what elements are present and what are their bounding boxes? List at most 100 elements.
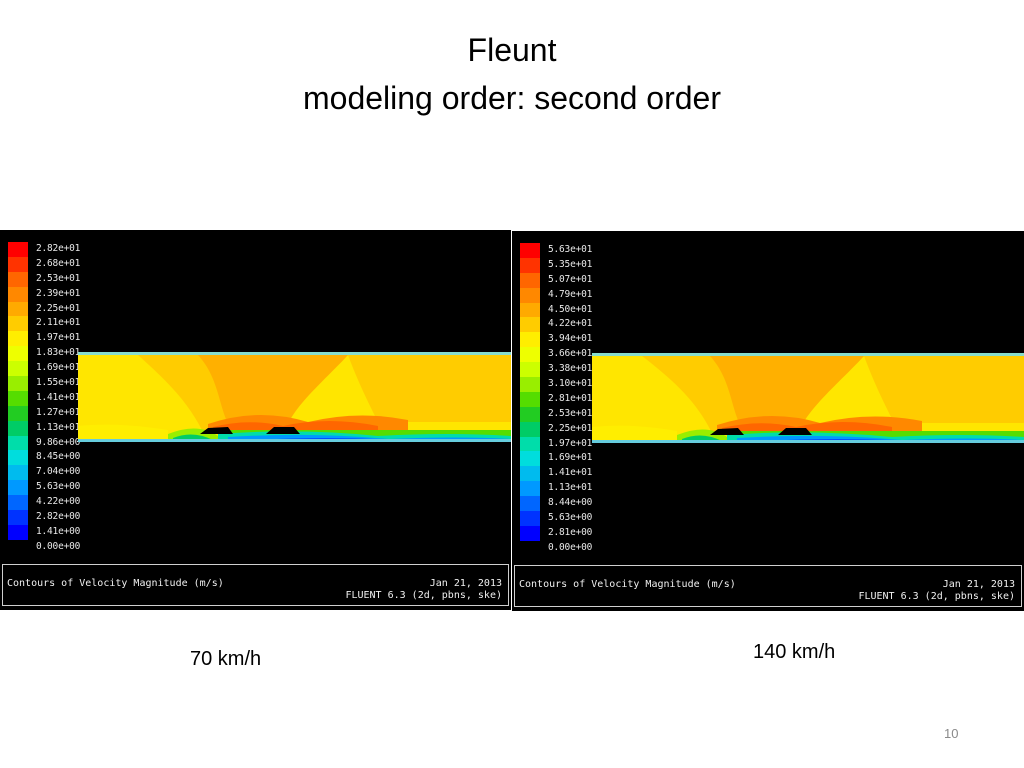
legend-swatch <box>8 316 28 332</box>
legend-label: 2.53e+01 <box>548 407 593 419</box>
legend-label: 5.63e+00 <box>36 481 81 493</box>
legend-swatch <box>8 331 28 347</box>
legend-label: 1.69e+01 <box>36 362 81 374</box>
velocity-field <box>592 353 1024 443</box>
legend-label: 2.25e+01 <box>36 302 81 314</box>
legend-swatch <box>520 451 540 467</box>
velocity-contour-image <box>78 352 511 442</box>
legend-swatch <box>8 480 28 496</box>
legend-swatch <box>520 362 540 378</box>
legend-label: 1.41e+01 <box>548 467 593 479</box>
legend-swatch <box>8 376 28 392</box>
legend-label: 2.39e+01 <box>36 287 81 299</box>
legend-label: 5.63e+00 <box>548 512 593 524</box>
legend-swatch <box>520 466 540 482</box>
solver-info: FLUENT 6.3 (2d, pbns, ske) <box>858 591 1015 602</box>
legend-label: 1.69e+01 <box>548 452 593 464</box>
legend-label: 4.22e+00 <box>36 496 81 508</box>
legend-label: 1.97e+01 <box>548 437 593 449</box>
solver-info: FLUENT 6.3 (2d, pbns, ske) <box>345 590 502 601</box>
velocity-contour-image <box>592 353 1024 443</box>
plot-caption: Contours of Velocity Magnitude (m/s) <box>519 579 736 590</box>
legend-swatch <box>520 272 540 288</box>
legend-swatch <box>520 511 540 527</box>
legend-swatch <box>8 450 28 466</box>
legend-swatch <box>520 421 540 437</box>
legend-swatch <box>520 347 540 363</box>
contour-plot-140kmh: 5.63e+01 5.35e+01 5.07e+01 4.79e+01 4.50e+01… <box>512 231 1024 611</box>
legend-swatch <box>8 346 28 362</box>
legend-swatch <box>520 406 540 422</box>
legend-swatch <box>520 243 540 258</box>
legend-label: 1.27e+01 <box>36 406 81 418</box>
legend-swatch <box>520 257 540 273</box>
legend-label: 9.86e+00 <box>36 436 81 448</box>
legend-label: 4.50e+01 <box>548 303 593 315</box>
legend-label: 2.81e+01 <box>548 392 593 404</box>
legend-swatch <box>8 256 28 272</box>
title-line-2: modeling order: second order <box>302 80 721 116</box>
legend-label: 1.41e+00 <box>36 525 81 537</box>
legend-label: 1.83e+01 <box>36 347 81 359</box>
legend-swatch <box>8 286 28 302</box>
legend-swatch <box>8 361 28 377</box>
legend-swatch <box>8 435 28 451</box>
legend-label: 0.00e+00 <box>36 540 81 552</box>
legend-label: 5.35e+01 <box>548 258 593 270</box>
legend-swatch <box>520 391 540 407</box>
legend-label: 7.04e+00 <box>36 466 81 478</box>
plot-date: Jan 21, 2013 <box>942 579 1015 590</box>
legend-swatch <box>8 420 28 436</box>
legend-swatch <box>520 287 540 303</box>
legend-label: 1.97e+01 <box>36 332 81 344</box>
speed-label-right: 140 km/h <box>753 641 836 663</box>
legend-swatch <box>520 302 540 318</box>
page-number: 10 <box>944 726 959 741</box>
slide-title: Fleunt modeling order: second order <box>0 26 1024 122</box>
legend-label: 5.07e+01 <box>548 273 593 285</box>
legend-label: 5.63e+01 <box>548 244 593 255</box>
contour-plot-70kmh: 2.82e+01 2.68e+01 2.53e+01 2.39e+01 2.25e+01… <box>0 230 511 610</box>
legend-label: 2.82e+00 <box>36 511 81 523</box>
legend-swatch <box>8 242 28 257</box>
legend-swatch <box>8 405 28 421</box>
legend-label: 4.22e+01 <box>548 318 593 330</box>
legend-label: 1.41e+01 <box>36 391 81 403</box>
legend-swatch <box>8 465 28 481</box>
legend-label: 2.53e+01 <box>36 272 81 284</box>
legend-label: 3.66e+01 <box>548 348 593 360</box>
legend-label: 8.44e+00 <box>548 497 593 509</box>
legend-label: 2.11e+01 <box>36 317 81 329</box>
legend-label: 1.13e+01 <box>548 482 593 494</box>
plot-date: Jan 21, 2013 <box>429 578 502 589</box>
legend-label: 2.68e+01 <box>36 257 81 269</box>
legend-swatch <box>520 481 540 497</box>
legend-swatch <box>520 317 540 333</box>
legend-label: 2.25e+01 <box>548 422 593 434</box>
legend-swatch <box>8 271 28 287</box>
legend-swatch <box>520 332 540 348</box>
legend-swatch <box>520 436 540 452</box>
plot-footer: Contours of Velocity Magnitude (m/s) Jan… <box>2 564 509 606</box>
title-line-1: Fleunt <box>467 32 557 68</box>
legend-label: 8.45e+00 <box>36 451 81 463</box>
legend-swatch <box>520 496 540 512</box>
legend-label: 3.38e+01 <box>548 363 593 375</box>
speed-label-left: 70 km/h <box>190 648 262 670</box>
legend-swatch <box>8 510 28 526</box>
legend-label: 1.55e+01 <box>36 377 81 389</box>
legend-label: 2.81e+00 <box>548 526 593 538</box>
legend-label: 3.94e+01 <box>548 333 593 345</box>
legend-swatch <box>8 495 28 511</box>
legend-swatch <box>8 390 28 406</box>
velocity-field <box>78 352 511 442</box>
legend-swatch <box>520 525 540 541</box>
legend-swatch <box>520 377 540 393</box>
plot-caption: Contours of Velocity Magnitude (m/s) <box>7 578 224 589</box>
legend-label: 0.00e+00 <box>548 541 593 553</box>
legend-swatch <box>8 524 28 540</box>
plot-footer: Contours of Velocity Magnitude (m/s) Jan… <box>514 565 1022 607</box>
legend-label: 1.13e+01 <box>36 421 81 433</box>
legend-swatch <box>8 301 28 317</box>
legend-label: 2.82e+01 <box>36 243 81 254</box>
